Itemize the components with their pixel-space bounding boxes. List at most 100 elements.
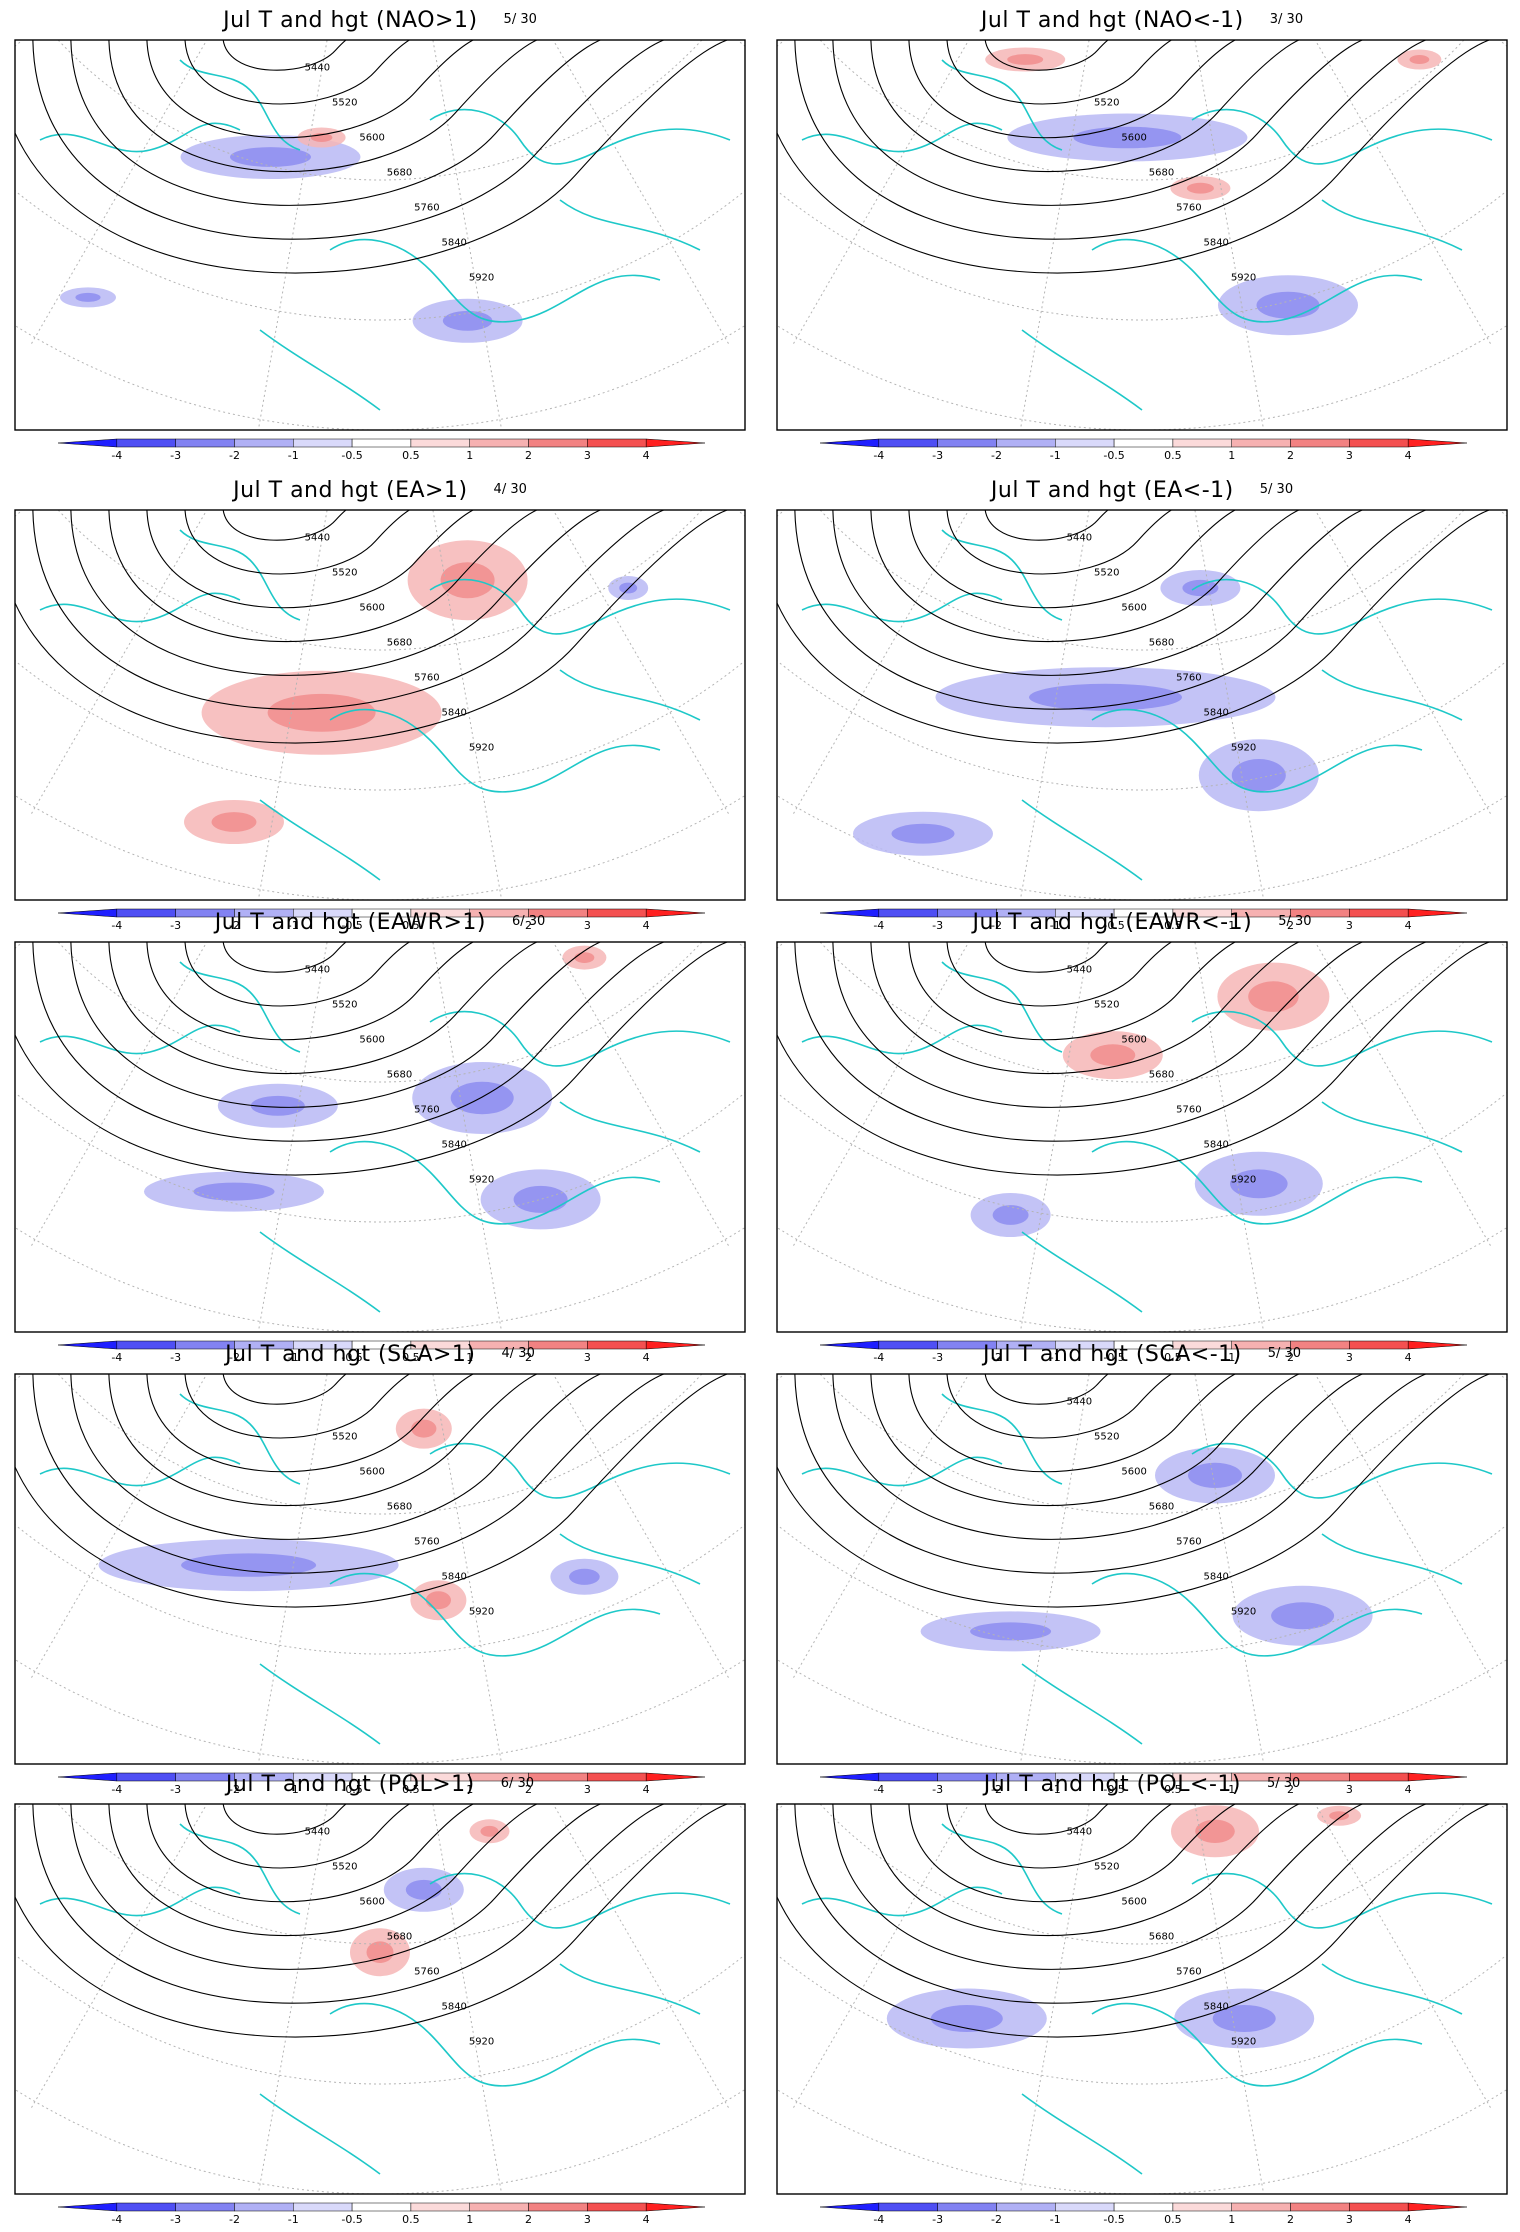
colorbar-tick-label: 3 <box>1346 1783 1353 1796</box>
colorbar-tick-label: 4 <box>643 2213 650 2226</box>
colorbar-tick-label: 4 <box>1405 449 1412 462</box>
colorbar-tick-label: -2 <box>229 1351 240 1364</box>
panel-title: Jul T and hgt (SCA>1) 4/ 30 <box>0 1334 760 1374</box>
colorbar: -4 -3 -2 -1 -0.5 0.5 1 2 3 4 <box>819 1340 1468 1364</box>
warm-anomaly-core <box>1007 54 1044 65</box>
latitude-circle <box>819 1804 1465 1945</box>
colorbar-tick-label: -1 <box>288 2213 299 2226</box>
height-contour <box>870 942 1301 1075</box>
colorbar-tick-label: -1 <box>1050 2213 1061 2226</box>
meridian-line <box>1019 1374 1090 1764</box>
colorbar-tick-label: 0.5 <box>1164 1351 1182 1364</box>
warm-anomaly-core <box>574 952 595 963</box>
height-contour <box>870 1374 1301 1507</box>
height-contour <box>794 40 1428 240</box>
panel-title: Jul T and hgt (POL<-1) 5/ 30 <box>762 1764 1520 1804</box>
height-contour <box>794 510 1428 710</box>
contour-label: 5520 <box>1094 568 1119 579</box>
meridian-line <box>791 510 970 817</box>
panel-sample-count: 4/ 30 <box>501 1346 535 1361</box>
meridian-line <box>257 510 328 900</box>
colorbar-tick-label: -2 <box>991 919 1002 932</box>
contour-label: 5600 <box>359 133 384 144</box>
height-contour <box>184 1804 411 1869</box>
map-plot: 5440 5520 5600 5680 5760 5840 5920 <box>14 941 746 1333</box>
colorbar-swatch <box>1055 2202 1115 2212</box>
latitude-circle <box>777 1523 1507 1655</box>
map-panel: Jul T and hgt (POL>1) 6/ 30 5440 5520 5600 56… <box>0 1764 760 2195</box>
colorbar: -4 -3 -2 -1 -0.5 0.5 1 2 3 4 <box>819 438 1468 462</box>
coastline <box>1321 1101 1463 1153</box>
meridian-line <box>1314 510 1493 817</box>
meridian-line <box>432 1374 503 1764</box>
height-contour <box>946 1374 1173 1439</box>
height-contour <box>908 510 1237 609</box>
colorbar-tick-label: 3 <box>584 919 591 932</box>
colorbar-tick-label: -3 <box>170 1783 181 1796</box>
contour-label: 5440 <box>1067 1397 1092 1408</box>
contour-label: 5920 <box>469 2036 494 2047</box>
contour-label: 5440 <box>305 533 330 544</box>
coastline <box>329 708 661 793</box>
height-contour <box>70 1804 602 1970</box>
colorbar-swatch <box>1407 438 1468 448</box>
meridian-line <box>1019 510 1090 900</box>
latitude-circle <box>364 1374 396 1375</box>
coastline <box>179 529 301 621</box>
colorbar-tick-label: 2 <box>1287 1351 1294 1364</box>
meridian-line <box>29 40 208 347</box>
height-contour <box>108 1374 539 1507</box>
contour-label: 5520 <box>332 1432 357 1443</box>
contour-label: 5600 <box>1121 603 1146 614</box>
warm-anomaly-core <box>1195 1819 1235 1843</box>
colorbar-tick-label: -0.5 <box>1103 2213 1124 2226</box>
height-contour <box>15 1374 729 1608</box>
latitude-circle <box>57 942 703 1083</box>
warm-anomaly-core <box>211 812 257 832</box>
meridian-line <box>791 942 970 1249</box>
colorbar-swatch <box>1290 2202 1350 2212</box>
height-contour <box>777 942 1491 1176</box>
panel-title: Jul T and hgt (EAWR>1) 6/ 30 <box>0 902 760 942</box>
height-contour <box>184 1374 411 1439</box>
latitude-circle <box>819 40 1465 181</box>
colorbar-tick-label: -3 <box>932 449 943 462</box>
cold-anomaly-core <box>1029 683 1182 711</box>
coastline <box>1191 578 1493 635</box>
coastline <box>941 1823 1063 1915</box>
meridian-line <box>791 1374 970 1681</box>
height-contour <box>794 1804 1428 2004</box>
colorbar-tick-label: -1 <box>288 1351 299 1364</box>
latitude-circle <box>819 942 1465 1083</box>
contour-label: 5600 <box>1121 1467 1146 1478</box>
coastline <box>329 1572 661 1657</box>
latitude-circle <box>15 1091 745 1223</box>
colorbar-tick-label: 0.5 <box>402 1351 420 1364</box>
coastline <box>1021 1231 1143 1313</box>
hemisphere-boundary <box>777 40 1507 430</box>
map-plot: 5440 5520 5600 5680 5760 5840 5920 <box>776 941 1508 1333</box>
contour-label: 5680 <box>1149 1501 1174 1512</box>
contour-label: 5520 <box>1094 1000 1119 1011</box>
colorbar-tick-label: -1 <box>288 1783 299 1796</box>
contour-label: 5760 <box>414 1104 439 1115</box>
colorbar: -4 -3 -2 -1 -0.5 0.5 1 2 3 4 <box>57 908 706 932</box>
map-frame <box>776 39 1508 431</box>
coastline <box>1321 199 1463 251</box>
colorbar-tick-label: -0.5 <box>341 919 362 932</box>
meridian-line <box>1314 1374 1493 1681</box>
colorbar-swatch <box>645 1772 706 1782</box>
cold-anomaly-core <box>513 1185 568 1213</box>
panel-sample-count: 6/ 30 <box>500 1776 535 1791</box>
map-panel: Jul T and hgt (POL<-1) 5/ 30 5440 5520 5600 5… <box>762 1764 1520 2195</box>
coastline <box>259 1231 381 1313</box>
contour-label: 5520 <box>332 1000 357 1011</box>
coastline <box>1191 1872 1493 1929</box>
hemisphere-boundary <box>777 1804 1507 2194</box>
height-contour <box>794 942 1428 1142</box>
hemisphere-boundary <box>15 40 745 430</box>
warm-anomaly-core <box>480 1825 499 1837</box>
colorbar-tick-label: 3 <box>584 1351 591 1364</box>
map-frame <box>14 941 746 1333</box>
contour-label: 5760 <box>1176 672 1201 683</box>
